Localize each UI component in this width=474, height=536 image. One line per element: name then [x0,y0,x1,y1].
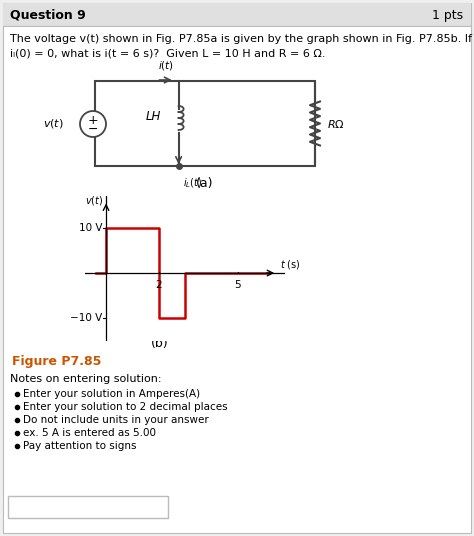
Text: 5: 5 [234,280,241,290]
Text: iₗ(0) = 0, what is i(t = 6 s)?  Given L = 10 H and R = 6 Ω.: iₗ(0) = 0, what is i(t = 6 s)? Given L =… [10,48,326,58]
Text: ex. 5 A is entered as 5.00: ex. 5 A is entered as 5.00 [23,428,156,438]
Text: −: − [88,123,98,136]
Text: Do not include units in your answer: Do not include units in your answer [23,415,209,425]
Circle shape [80,111,106,137]
Text: 10 V: 10 V [79,223,102,233]
Text: LH: LH [145,109,161,123]
Text: 1 pts: 1 pts [432,9,463,21]
Text: (b): (b) [151,338,169,351]
Text: −10 V: −10 V [70,314,102,323]
Text: +: + [88,114,98,126]
Text: $i(t)$: $i(t)$ [157,59,173,72]
Text: $v(t)$: $v(t)$ [43,117,64,130]
Bar [8,496,168,518]
Text: 2: 2 [155,280,162,290]
Text: Question 9: Question 9 [10,9,86,21]
Text: (a): (a) [196,177,214,190]
Text: $R\Omega$: $R\Omega$ [327,118,345,130]
Bar [95,81,315,166]
Text: The voltage v(t) shown in Fig. P7.85a is given by the graph shown in Fig. P7.85b: The voltage v(t) shown in Fig. P7.85a is… [10,34,472,44]
Text: $i_L(t)$: $i_L(t)$ [182,176,202,190]
Text: Figure P7.85: Figure P7.85 [12,354,101,368]
Text: Enter your solution in Amperes(A): Enter your solution in Amperes(A) [23,389,200,399]
Text: $v(t)$: $v(t)$ [85,194,103,207]
Text: $t$ (s): $t$ (s) [280,258,301,271]
Text: Pay attention to signs: Pay attention to signs [23,441,137,451]
Text: Enter your solution to 2 decimal places: Enter your solution to 2 decimal places [23,402,228,412]
Bar [3,3,471,26]
Text: Notes on entering solution:: Notes on entering solution: [10,374,162,384]
